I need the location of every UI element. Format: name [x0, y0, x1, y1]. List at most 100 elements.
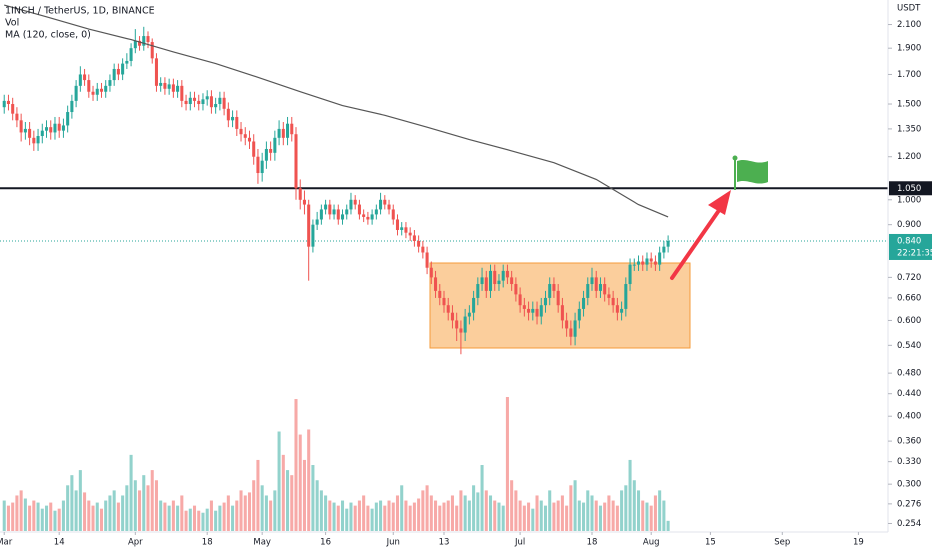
candle-body [353, 199, 357, 205]
candle-body [446, 305, 450, 313]
candle-body [459, 328, 463, 333]
volume-bar [209, 500, 213, 531]
candle-body [6, 100, 10, 105]
axis-unit: USDT [897, 4, 921, 14]
candle-body [641, 261, 645, 265]
volume-bar [641, 500, 645, 531]
volume-bar [112, 490, 116, 531]
candle-body [70, 100, 74, 113]
volume-bar [543, 505, 548, 531]
volume-bar [573, 480, 577, 531]
y-tick-label: 1.200 [897, 152, 921, 162]
volume-bar [104, 500, 108, 531]
volume-bar [345, 508, 349, 531]
volume-bar [636, 490, 641, 531]
candle-body [264, 148, 268, 161]
candle-body [2, 100, 6, 108]
volume-bar [459, 490, 463, 531]
volume-bar [488, 495, 493, 531]
x-tick-label: Jun [386, 538, 400, 548]
candle-body [658, 252, 662, 265]
volume-bar [83, 492, 87, 531]
volume-bar [624, 485, 628, 531]
candle-body [277, 128, 281, 138]
candle-body [362, 214, 366, 217]
candle-body [332, 209, 336, 215]
candle-body [425, 252, 429, 268]
candle-body [294, 134, 298, 189]
volume-bar [176, 505, 180, 531]
volume-bar [615, 505, 619, 531]
candle-body [78, 74, 82, 86]
y-tick-label: 0.720 [897, 273, 921, 283]
candle-body [484, 277, 488, 291]
volume-bar [150, 470, 154, 531]
volume-bar [425, 485, 429, 531]
candle-body [340, 214, 345, 220]
candle-body [582, 297, 586, 309]
candle-body [620, 308, 624, 313]
candle-body [569, 328, 573, 337]
volume-bar [2, 500, 6, 531]
volume-bar [493, 500, 497, 531]
candle-body [129, 48, 133, 61]
candle-body [61, 125, 65, 131]
candle-body [417, 240, 421, 247]
candle-body [357, 204, 361, 215]
volume-bar [188, 508, 192, 531]
volume-bar [412, 502, 416, 531]
volume-bar [539, 500, 543, 531]
volume-bar [535, 495, 539, 531]
y-tick-label: 0.480 [897, 369, 921, 379]
volume-bar [78, 470, 82, 531]
volume-bar [6, 505, 10, 531]
volume-bar [607, 495, 611, 531]
volume-bar [273, 490, 277, 531]
candle-body [560, 305, 564, 321]
volume-bar [391, 502, 395, 531]
volume-bar [586, 490, 590, 531]
candle-body [239, 128, 243, 135]
candle-body [298, 188, 302, 200]
candle-body [607, 294, 611, 298]
volume-bar [328, 500, 332, 531]
x-tick-label: Aug [643, 538, 660, 548]
volume-bar [184, 510, 188, 531]
price-label: 1.050 [897, 184, 921, 194]
ma-line [4, 4, 669, 218]
candle-body [116, 68, 120, 75]
volume-bar [290, 475, 294, 531]
volume-bar [434, 500, 438, 531]
volume-bar [510, 480, 514, 531]
volume-bar [569, 485, 573, 531]
volume-bar [302, 459, 306, 531]
volume-bar [438, 505, 442, 531]
volume-bar [201, 512, 205, 531]
candle-body [611, 297, 615, 306]
candle-body [57, 123, 61, 131]
x-tick-label: Jul [514, 538, 525, 548]
y-tick-label: 0.900 [897, 220, 921, 230]
x-tick-label: 16 [320, 538, 331, 548]
volume-bar [163, 502, 167, 531]
candle-body [163, 82, 167, 89]
candle-body [252, 141, 256, 157]
candle-body [205, 96, 209, 100]
volume-bar [632, 480, 636, 531]
candle-body [590, 277, 594, 285]
candle-body [404, 227, 408, 233]
candle-body [171, 84, 175, 92]
volume-bar [497, 502, 501, 531]
volume-bar [620, 490, 624, 531]
candle-body [222, 97, 226, 109]
candle-body [95, 88, 99, 95]
y-tick-label: 1.350 [897, 124, 921, 134]
candle-body [653, 261, 657, 265]
candle-body [400, 227, 404, 230]
candle-body [247, 137, 252, 142]
volume-bar [556, 500, 560, 531]
volume-bar [349, 502, 353, 531]
y-tick-label: 1.500 [897, 100, 921, 110]
volume-bar [138, 490, 142, 531]
